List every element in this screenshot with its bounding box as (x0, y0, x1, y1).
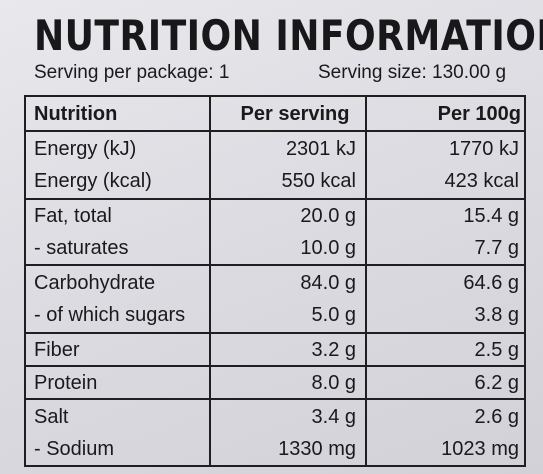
row-label: - saturates (34, 237, 129, 259)
table-row: Energy (kcal) 550 kcal 423 kcal (26, 165, 524, 198)
row-label: Energy (kcal) (34, 170, 152, 192)
table-row: Salt 3.4 g 2.6 g (26, 401, 524, 434)
per-serving-value: 3.2 g (311, 339, 356, 361)
per-100g-value: 7.7 g (474, 237, 519, 259)
per-serving-value: 3.4 g (311, 406, 356, 428)
column-divider (209, 97, 211, 465)
table-row: Fiber 3.2 g 2.5 g (26, 334, 524, 367)
header-per-serving: Per serving (240, 103, 350, 125)
per-100g-value: 6.2 g (474, 372, 519, 394)
row-label: - of which sugars (34, 304, 186, 326)
per-serving-value: 20.0 g (300, 205, 356, 227)
per-100g-value: 2.6 g (474, 406, 519, 428)
group-fiber: Fiber 3.2 g 2.5 g (26, 334, 524, 367)
group-protein: Protein 8.0 g 6.2 g (26, 367, 524, 400)
label-title: NUTRITION INFORMATION (34, 11, 543, 60)
header-nutrition: Nutrition (34, 103, 118, 125)
group-carbohydrate: Carbohydrate 84.0 g 64.6 g - of which su… (26, 266, 524, 334)
table-row: - Sodium 1330 mg 1023 mg (26, 433, 524, 466)
per-100g-value: 2.5 g (474, 339, 519, 361)
per-100g-value: 3.8 g (474, 304, 519, 326)
serving-per-package: Serving per package: 1 (34, 62, 230, 83)
per-serving-value: 84.0 g (300, 272, 356, 294)
per-100g-value: 1770 kJ (448, 138, 519, 160)
per-100g-value: 423 kcal (444, 170, 520, 192)
table-row: Protein 8.0 g 6.2 g (26, 367, 524, 400)
group-energy: Energy (kJ) 2301 kJ 1770 kJ Energy (kcal… (26, 132, 524, 200)
row-label: Fat, total (34, 205, 112, 227)
row-label: Protein (34, 372, 98, 394)
per-serving-value: 2301 kJ (285, 138, 356, 160)
row-label: Energy (kJ) (34, 138, 137, 160)
per-100g-value: 1023 mg (441, 438, 519, 460)
row-label: Salt (34, 406, 69, 428)
serving-size: Serving size: 130.00 g (318, 62, 507, 83)
row-label: - Sodium (34, 438, 115, 460)
table-row: Fat, total 20.0 g 15.4 g (26, 200, 524, 233)
row-label: Fiber (34, 339, 80, 361)
group-salt: Salt 3.4 g 2.6 g - Sodium 1330 mg 1023 m… (26, 400, 524, 467)
table-row: - saturates 10.0 g 7.7 g (26, 232, 524, 265)
table-row: - of which sugars 5.0 g 3.8 g (26, 299, 524, 332)
per-100g-value: 15.4 g (463, 205, 519, 227)
per-serving-value: 5.0 g (311, 304, 356, 326)
group-fat: Fat, total 20.0 g 15.4 g - saturates 10.… (26, 200, 524, 266)
nutrition-table: Nutrition Per serving Per 100g Energy (k… (24, 95, 526, 467)
per-serving-value: 1330 mg (278, 438, 356, 460)
per-serving-value: 10.0 g (300, 237, 356, 259)
table-row: Carbohydrate 84.0 g 64.6 g (26, 267, 524, 300)
table-header: Nutrition Per serving Per 100g (26, 97, 524, 132)
row-label: Carbohydrate (34, 272, 156, 294)
per-100g-value: 64.6 g (463, 272, 519, 294)
per-serving-value: 8.0 g (311, 372, 356, 394)
table-row: Energy (kJ) 2301 kJ 1770 kJ (26, 133, 524, 166)
per-serving-value: 550 kcal (281, 170, 357, 192)
column-divider (365, 97, 367, 465)
header-per-100g: Per 100g (437, 103, 521, 125)
